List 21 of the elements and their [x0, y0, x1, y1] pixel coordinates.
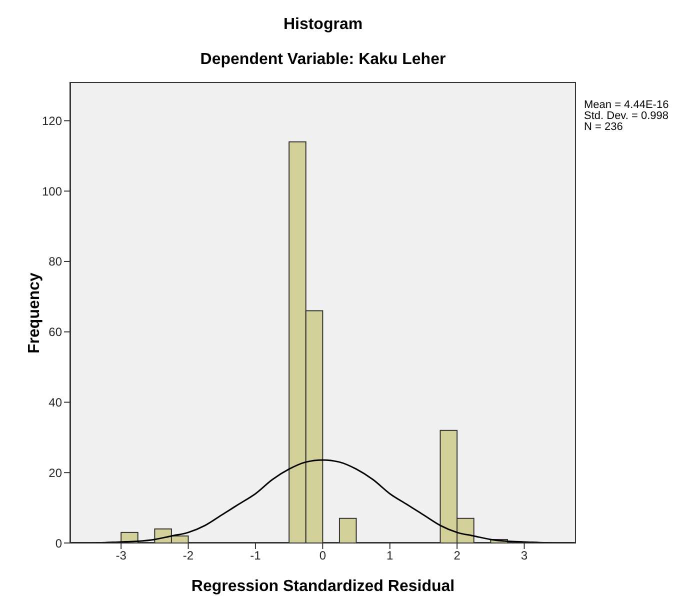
x-tick-label: -3 — [116, 548, 127, 563]
x-axis-title: Regression Standardized Residual — [190, 578, 456, 596]
y-tick-label: 20 — [48, 466, 62, 480]
y-tick-label: 80 — [48, 254, 62, 269]
text: Std. Dev. = 0.998 — [584, 110, 669, 122]
x-tick-label: 3 — [520, 548, 528, 563]
text: N = 236 — [584, 121, 624, 133]
y-axis-title: Frequency — [26, 272, 44, 353]
x-tick-label: -1 — [250, 548, 262, 563]
y-tick-label: 100 — [42, 184, 62, 198]
x-tick-label: 2 — [454, 548, 461, 563]
x-tick-label: 0 — [319, 548, 326, 563]
text: Mean = 4.44E-16 — [584, 99, 669, 111]
y-tick-label: 40 — [48, 395, 62, 410]
chart-subtitle: Dependent Variable: Kaku Leher — [199, 51, 447, 69]
chart-title: Histogram — [282, 16, 364, 34]
y-tick-label: 0 — [55, 536, 62, 550]
y-tick-label: 120 — [42, 114, 62, 128]
x-tick-label: 1 — [386, 548, 394, 563]
x-tick-label: -2 — [182, 548, 194, 563]
y-tick-label: 60 — [48, 325, 62, 340]
